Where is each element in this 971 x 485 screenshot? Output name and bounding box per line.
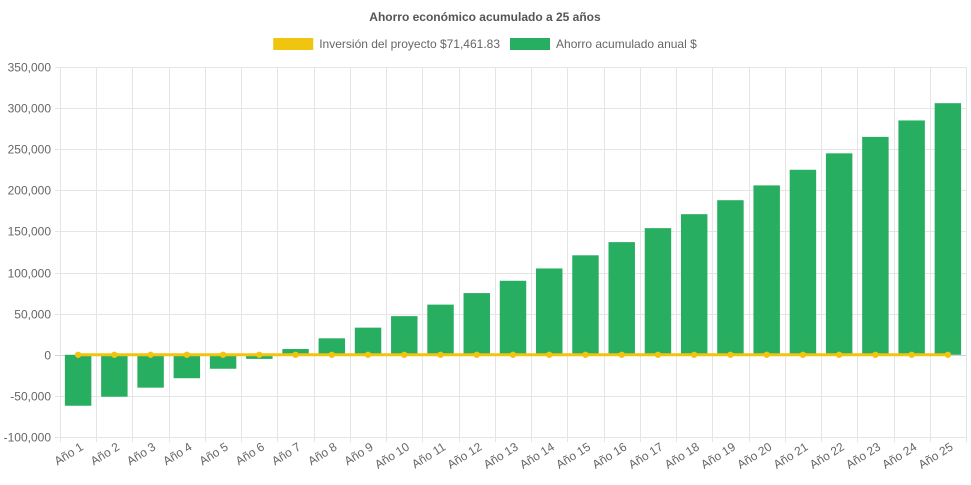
line-series xyxy=(74,351,952,358)
line-point-a-o-4 xyxy=(183,351,191,358)
bar-a-o-5 xyxy=(209,354,237,369)
legend-swatch xyxy=(510,38,551,50)
y-tick-label: 350,000 xyxy=(8,61,52,75)
bar-a-o-18 xyxy=(680,214,708,355)
y-tick-label: -100,000 xyxy=(4,431,52,445)
bar-a-o-4 xyxy=(173,354,201,379)
x-tick-label: Año 9 xyxy=(342,439,376,468)
line-point-a-o-22 xyxy=(835,351,843,358)
bar-a-o-16 xyxy=(608,242,635,355)
x-tick-label: Año 14 xyxy=(517,440,557,472)
x-tick-label: Año 5 xyxy=(197,439,231,468)
bar-a-o-1 xyxy=(64,354,92,406)
x-tick-label: Año 11 xyxy=(409,440,448,472)
bar-a-o-11 xyxy=(427,304,454,355)
x-tick-label: Año 10 xyxy=(372,440,412,472)
line-point-a-o-13 xyxy=(509,351,517,358)
bar-a-o-10 xyxy=(391,316,418,355)
bar-a-o-22 xyxy=(825,153,853,355)
bar-a-o-14 xyxy=(536,268,563,355)
bar-series xyxy=(64,103,962,406)
line-point-a-o-6 xyxy=(256,351,263,358)
x-tick-label: Año 2 xyxy=(88,439,122,468)
x-tick-label: Año 16 xyxy=(590,440,630,472)
x-tick-label: Año 4 xyxy=(160,439,194,468)
x-tick-label: Año 17 xyxy=(626,440,666,472)
legend-item-savings[interactable]: Ahorro acumulado anual $ xyxy=(510,37,697,51)
x-tick-label: Año 23 xyxy=(843,440,883,472)
x-tick-label: Año 24 xyxy=(880,440,920,472)
x-axis: Año 1 Año 2 Año 3 Año 4 Año 5 Año 6 Año 7 Año 8… xyxy=(52,439,956,471)
x-tick-label: Año 22 xyxy=(807,440,847,472)
x-tick-label: Año 1 xyxy=(52,439,86,468)
line-point-a-o-2 xyxy=(111,351,118,358)
line-point-a-o-17 xyxy=(654,351,662,358)
y-tick-label: -50,000 xyxy=(10,390,51,404)
line-point-a-o-16 xyxy=(618,351,625,358)
legend: Inversión del proyecto $71,461.83 Ahorro … xyxy=(273,37,697,51)
x-tick-label: Año 12 xyxy=(445,440,485,472)
line-point-a-o-8 xyxy=(328,351,335,358)
line-point-a-o-1 xyxy=(74,351,82,358)
line-point-a-o-21 xyxy=(799,351,807,358)
line-point-a-o-7 xyxy=(292,351,299,358)
bar-a-o-15 xyxy=(572,255,599,355)
line-point-a-o-18 xyxy=(691,351,698,358)
x-tick-label: Año 6 xyxy=(233,439,267,468)
line-point-a-o-15 xyxy=(582,351,589,358)
line-point-a-o-11 xyxy=(437,351,444,358)
bar-a-o-17 xyxy=(644,228,672,355)
line-point-a-o-9 xyxy=(364,351,372,358)
x-tick-label: Año 3 xyxy=(124,439,158,468)
y-tick-label: 150,000 xyxy=(8,225,52,239)
x-tick-label: Año 20 xyxy=(735,440,775,472)
bar-a-o-9 xyxy=(354,327,382,355)
line-point-a-o-20 xyxy=(763,351,770,358)
gridlines xyxy=(55,67,967,442)
bar-a-o-25 xyxy=(934,103,962,355)
y-tick-label: 0 xyxy=(44,349,51,363)
y-tick-label: 250,000 xyxy=(8,143,52,157)
x-tick-label: Año 19 xyxy=(698,440,738,472)
legend-label: Ahorro acumulado anual $ xyxy=(556,37,697,51)
bar-a-o-19 xyxy=(717,200,744,355)
legend-swatch xyxy=(273,38,314,50)
bar-a-o-2 xyxy=(101,354,128,397)
line-point-a-o-25 xyxy=(944,351,952,358)
x-tick-label: Año 8 xyxy=(305,439,339,468)
bar-a-o-24 xyxy=(898,120,925,355)
y-axis: -100,000 -50,000 0 50,000 100,000 150,000 200,… xyxy=(4,61,52,445)
x-tick-label: Año 18 xyxy=(662,440,702,472)
line-point-a-o-12 xyxy=(473,351,480,358)
y-tick-label: 100,000 xyxy=(8,267,52,281)
line-point-a-o-19 xyxy=(727,351,734,358)
x-tick-label: Año 15 xyxy=(553,440,593,472)
line-point-a-o-24 xyxy=(908,351,915,358)
x-tick-label: Año 25 xyxy=(916,440,956,472)
line-point-a-o-14 xyxy=(546,351,553,358)
bar-a-o-20 xyxy=(753,185,780,355)
x-tick-label: Año 21 xyxy=(771,440,811,472)
x-tick-label: Año 13 xyxy=(481,440,521,472)
bar-a-o-13 xyxy=(499,280,527,355)
legend-item-investment[interactable]: Inversión del proyecto $71,461.83 xyxy=(273,37,500,51)
bar-a-o-21 xyxy=(789,169,817,355)
line-point-a-o-10 xyxy=(401,351,408,358)
line-point-a-o-5 xyxy=(219,351,227,358)
x-tick-label: Año 7 xyxy=(269,439,303,468)
bar-a-o-23 xyxy=(862,136,889,355)
legend-label: Inversión del proyecto $71,461.83 xyxy=(319,37,500,51)
line-point-a-o-3 xyxy=(147,351,154,358)
bar-a-o-3 xyxy=(137,354,164,388)
bar-a-o-12 xyxy=(463,293,490,355)
bar-a-o-8 xyxy=(318,338,346,355)
chart-title: Ahorro económico acumulado a 25 años xyxy=(369,10,601,24)
y-tick-label: 300,000 xyxy=(8,102,52,116)
y-tick-label: 200,000 xyxy=(8,184,52,198)
y-tick-label: 50,000 xyxy=(14,308,51,322)
line-point-a-o-23 xyxy=(872,351,879,358)
